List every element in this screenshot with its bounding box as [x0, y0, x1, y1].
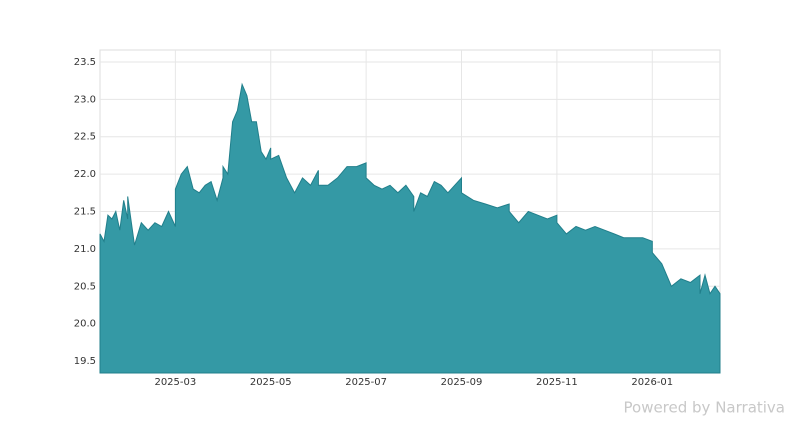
y-tick-label: 19.5 [74, 356, 96, 367]
x-tick-label: 2025-03 [154, 377, 196, 388]
x-tick-label: 2025-11 [536, 377, 578, 388]
x-tick-label: 2025-07 [345, 377, 387, 388]
y-tick-label: 20.5 [74, 281, 96, 292]
y-tick-label: 22.0 [74, 169, 96, 180]
y-tick-label: 23.5 [74, 57, 96, 68]
y-tick-label: 22.5 [74, 132, 96, 143]
y-tick-label: 21.0 [74, 244, 96, 255]
y-tick-label: 23.0 [74, 94, 96, 105]
y-tick-label: 21.5 [74, 207, 96, 218]
x-tick-label: 2025-05 [250, 377, 292, 388]
footer: Powered by Narrativa [624, 399, 786, 417]
x-tick-label: 2026-01 [631, 377, 673, 388]
y-tick-label: 20.0 [74, 319, 96, 330]
x-tick-label: 2025-09 [441, 377, 483, 388]
area [99, 82, 721, 374]
